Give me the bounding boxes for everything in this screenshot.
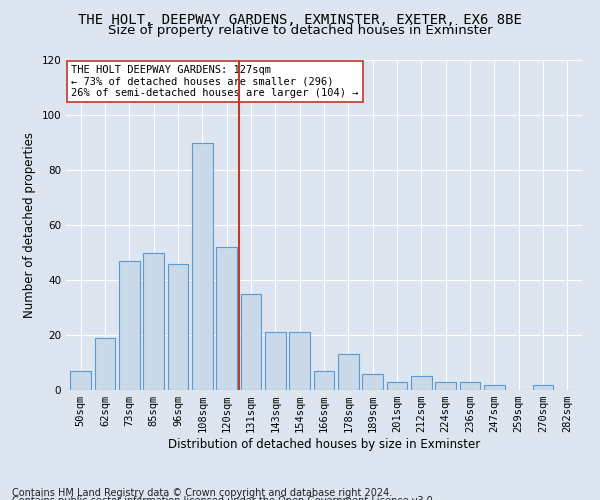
Bar [289, 332, 310, 390]
Bar [216, 247, 237, 390]
Bar [265, 332, 286, 390]
Bar [70, 371, 91, 390]
Bar [411, 376, 432, 390]
Bar [436, 382, 456, 390]
Bar [119, 261, 140, 390]
Bar [143, 252, 164, 390]
Text: THE HOLT, DEEPWAY GARDENS, EXMINSTER, EXETER, EX6 8BE: THE HOLT, DEEPWAY GARDENS, EXMINSTER, EX… [78, 12, 522, 26]
Bar [241, 294, 262, 390]
Bar [95, 338, 115, 390]
Bar [484, 384, 505, 390]
Bar [338, 354, 359, 390]
X-axis label: Distribution of detached houses by size in Exminster: Distribution of detached houses by size … [168, 438, 480, 451]
Bar [460, 382, 481, 390]
Bar [386, 382, 407, 390]
Bar [192, 142, 212, 390]
Bar [167, 264, 188, 390]
Y-axis label: Number of detached properties: Number of detached properties [23, 132, 36, 318]
Text: Size of property relative to detached houses in Exminster: Size of property relative to detached ho… [107, 24, 493, 37]
Bar [533, 384, 553, 390]
Text: Contains HM Land Registry data © Crown copyright and database right 2024.: Contains HM Land Registry data © Crown c… [12, 488, 392, 498]
Text: Contains public sector information licensed under the Open Government Licence v3: Contains public sector information licen… [12, 496, 436, 500]
Bar [362, 374, 383, 390]
Text: THE HOLT DEEPWAY GARDENS: 127sqm
← 73% of detached houses are smaller (296)
26% : THE HOLT DEEPWAY GARDENS: 127sqm ← 73% o… [71, 65, 359, 98]
Bar [314, 371, 334, 390]
